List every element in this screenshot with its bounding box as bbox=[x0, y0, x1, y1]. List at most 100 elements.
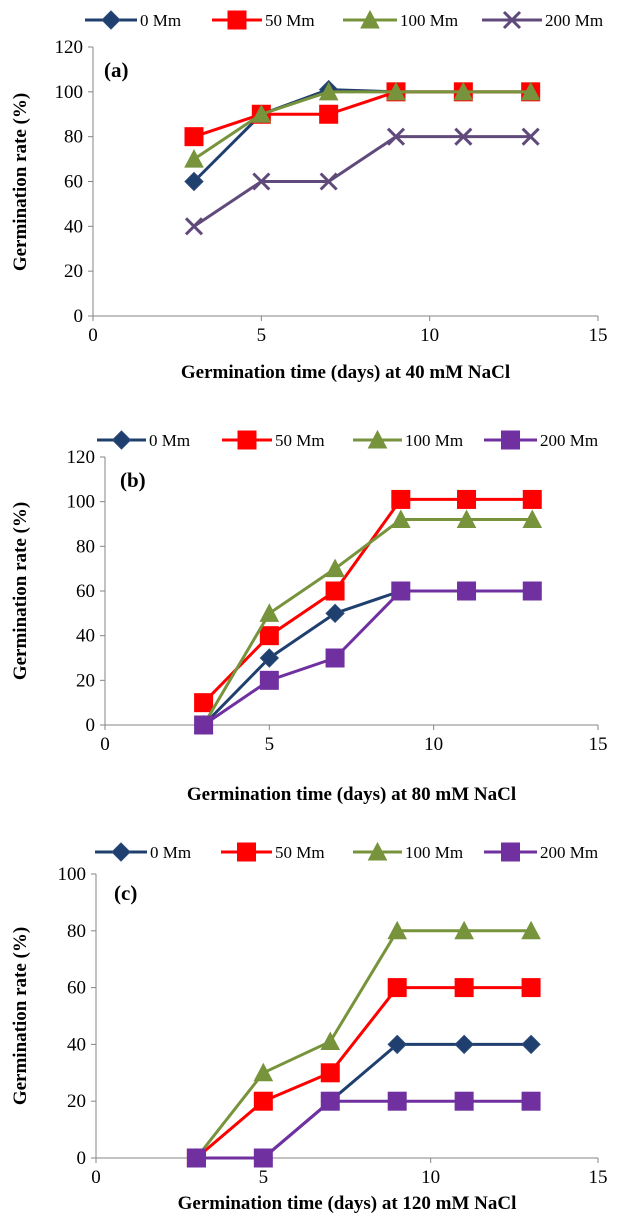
y-tick-label: 120 bbox=[55, 37, 84, 58]
legend-label: 0 Mm bbox=[150, 843, 191, 862]
data-point bbox=[321, 1064, 339, 1082]
data-point bbox=[522, 1092, 540, 1110]
y-tick-label: 100 bbox=[67, 492, 96, 513]
data-point bbox=[458, 582, 476, 600]
legend-label: 200 Mm bbox=[540, 843, 598, 862]
x-axis-title: Germination time (days) at 80 mM NaCl bbox=[187, 784, 516, 805]
x-tick-label: 15 bbox=[589, 325, 608, 346]
y-axis-title: Germination rate (%) bbox=[10, 502, 31, 680]
x-axis-title: Germination time (days) at 40 mM NaCl bbox=[181, 362, 510, 383]
y-tick-label: 100 bbox=[58, 864, 87, 885]
data-point bbox=[254, 1092, 272, 1110]
y-tick-label: 40 bbox=[67, 1034, 86, 1055]
legend-marker bbox=[102, 11, 120, 29]
data-point bbox=[320, 105, 338, 123]
y-tick-label: 120 bbox=[67, 447, 96, 468]
legend-marker bbox=[502, 431, 520, 449]
data-point bbox=[260, 671, 278, 689]
x-tick-label: 10 bbox=[421, 1167, 440, 1188]
legend-item: 200 Mm bbox=[484, 843, 598, 862]
legend: 0 Mm 50 Mm 100 Mm 200 Mm bbox=[97, 431, 598, 450]
legend-item: 200 Mm bbox=[484, 431, 598, 450]
data-point bbox=[326, 582, 344, 600]
y-tick-label: 40 bbox=[64, 216, 83, 237]
data-point bbox=[260, 604, 278, 621]
legend-item: 100 Mm bbox=[353, 431, 463, 450]
legend-item: 50 Mm bbox=[222, 431, 325, 450]
data-point bbox=[455, 1092, 473, 1110]
data-point bbox=[186, 218, 202, 234]
data-point bbox=[388, 979, 406, 997]
legend-item: 50 Mm bbox=[212, 11, 315, 30]
x-tick-label: 15 bbox=[589, 1167, 608, 1188]
data-point bbox=[254, 1149, 272, 1167]
x-tick-label: 15 bbox=[589, 734, 608, 755]
x-tick-label: 0 bbox=[88, 325, 98, 346]
legend-label: 50 Mm bbox=[275, 431, 325, 450]
legend-label: 200 Mm bbox=[545, 11, 603, 30]
legend-item: 50 Mm bbox=[221, 843, 325, 862]
chart-panel-b: 0 20 40 60 80 100 120 0 5 10 15 Germination time (d… bbox=[10, 431, 608, 805]
legend-marker bbox=[238, 431, 256, 449]
y-tick-label: 0 bbox=[86, 715, 96, 736]
chart-panel-a: 0204060801001200 5 10 15Germination time (d… bbox=[10, 11, 608, 383]
panel-label: (a) bbox=[104, 58, 129, 82]
y-tick-label: 60 bbox=[76, 581, 95, 602]
series-100-mm bbox=[195, 511, 542, 733]
y-tick-label: 20 bbox=[64, 261, 83, 282]
data-point bbox=[254, 1064, 272, 1081]
legend-marker bbox=[502, 843, 520, 861]
legend-label: 50 Mm bbox=[275, 843, 325, 862]
data-point bbox=[523, 490, 541, 508]
legend-label: 100 Mm bbox=[405, 431, 463, 450]
series-200-mm bbox=[186, 129, 539, 235]
legend-label: 0 Mm bbox=[140, 11, 181, 30]
x-tick-label: 0 bbox=[100, 734, 110, 755]
panel-label: (c) bbox=[114, 881, 137, 905]
data-point bbox=[185, 150, 203, 167]
data-point bbox=[455, 1035, 473, 1053]
x-tick-label: 5 bbox=[265, 734, 275, 755]
data-point bbox=[522, 979, 540, 997]
legend-marker bbox=[238, 843, 256, 861]
legend: 0 Mm 50 Mm 100 Mm 200 Mm bbox=[95, 843, 598, 862]
y-axis-title: Germination rate (%) bbox=[10, 927, 31, 1105]
y-tick-label: 40 bbox=[76, 626, 95, 647]
x-tick-label: 5 bbox=[259, 1167, 269, 1188]
data-point bbox=[522, 1035, 540, 1053]
series-line bbox=[204, 591, 533, 725]
y-tick-label: 80 bbox=[64, 127, 83, 148]
x-tick-label: 10 bbox=[420, 325, 439, 346]
y-tick-label: 60 bbox=[67, 978, 86, 999]
legend-marker bbox=[112, 843, 130, 861]
legend-label: 100 Mm bbox=[405, 843, 463, 862]
legend-label: 0 Mm bbox=[149, 431, 190, 450]
legend-item: 0 Mm bbox=[85, 11, 181, 30]
y-tick-label: 20 bbox=[76, 670, 95, 691]
legend-marker bbox=[228, 11, 246, 29]
data-point bbox=[388, 1092, 406, 1110]
x-tick-label: 5 bbox=[257, 325, 267, 346]
y-axis-title: Germination rate (%) bbox=[10, 93, 31, 271]
legend-item: 100 Mm bbox=[353, 843, 463, 862]
legend: 0 Mm 50 Mm 100 Mm 200 Mm bbox=[85, 11, 603, 30]
data-point bbox=[326, 604, 344, 622]
y-tick-label: 80 bbox=[76, 536, 95, 557]
data-point bbox=[187, 1149, 205, 1167]
legend-marker bbox=[113, 431, 131, 449]
y-tick-label: 20 bbox=[67, 1091, 86, 1112]
data-point bbox=[260, 627, 278, 645]
x-tick-label: 0 bbox=[91, 1167, 101, 1188]
data-point bbox=[321, 1033, 339, 1050]
panel-label: (b) bbox=[120, 468, 146, 492]
y-tick-label: 0 bbox=[77, 1148, 87, 1169]
data-point bbox=[523, 582, 541, 600]
legend-label: 100 Mm bbox=[400, 11, 458, 30]
series-line bbox=[204, 520, 533, 725]
legend-label: 200 Mm bbox=[540, 431, 598, 450]
data-point bbox=[321, 1092, 339, 1110]
data-point bbox=[392, 490, 410, 508]
legend-item: 100 Mm bbox=[343, 11, 458, 30]
series-100-mm bbox=[185, 83, 540, 167]
